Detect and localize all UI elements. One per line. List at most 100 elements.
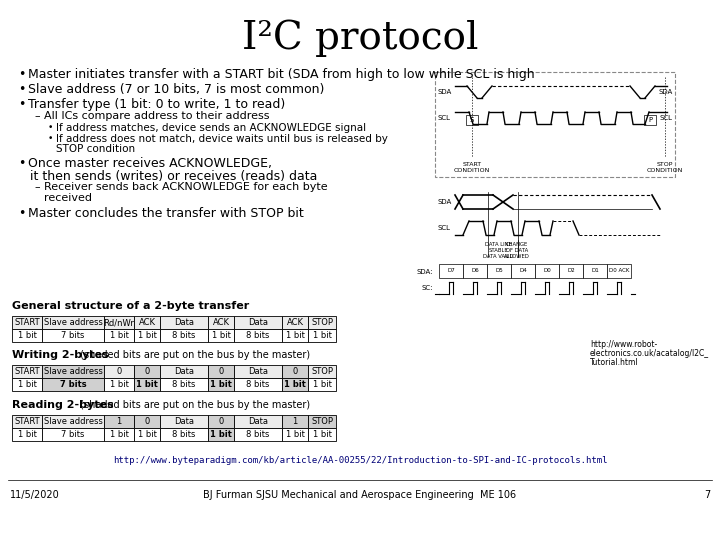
Text: Data: Data [248,318,268,327]
Bar [559,264,583,278]
Bar [160,378,208,391]
Bar [535,264,559,278]
Bar [134,329,160,342]
Text: 0: 0 [145,417,150,426]
Text: Slave address: Slave address [44,318,102,327]
Text: (shaded bits are put on the bus by the master): (shaded bits are put on the bus by the m… [77,400,310,410]
Text: START: START [14,417,40,426]
Bar [208,316,234,329]
Text: 1 bit: 1 bit [138,430,156,439]
Text: 1 bit: 1 bit [284,380,306,389]
Text: SDA:: SDA: [416,269,433,275]
Text: Data: Data [248,417,268,426]
Text: SCL: SCL [437,115,450,121]
Bar [104,329,134,342]
Bar [160,316,208,329]
Text: ACK: ACK [287,318,304,327]
Bar [234,378,282,391]
Text: I²C protocol: I²C protocol [242,19,478,57]
Bar [282,316,308,329]
Bar [607,264,631,278]
Text: D2: D2 [567,268,575,273]
Text: 1 bit: 1 bit [210,430,232,439]
Text: DATA LINE
STABLE
DATA VALID: DATA LINE STABLE DATA VALID [482,242,513,259]
Text: 8 bits: 8 bits [172,430,196,439]
Bar [160,415,208,428]
Bar [511,264,535,278]
Text: Slave address (7 or 10 bits, 7 is most common): Slave address (7 or 10 bits, 7 is most c… [28,83,325,96]
Text: 1: 1 [292,417,297,426]
Text: Data: Data [174,417,194,426]
Text: 1 bit: 1 bit [312,380,331,389]
Bar [282,428,308,441]
Text: Transfer type (1 bit: 0 to write, 1 to read): Transfer type (1 bit: 0 to write, 1 to r… [28,98,285,111]
Text: 0: 0 [292,367,297,376]
Text: Master concludes the transfer with STOP bit: Master concludes the transfer with STOP … [28,207,304,220]
Text: •: • [18,68,25,81]
Bar [466,115,478,125]
Text: •: • [48,134,53,143]
Text: •: • [18,98,25,111]
Text: 8 bits: 8 bits [172,380,196,389]
Bar [12,329,42,342]
Text: 0: 0 [218,417,224,426]
Text: received: received [44,193,92,203]
Text: CHANGE
OF DATA
ALLOWED: CHANGE OF DATA ALLOWED [504,242,530,259]
Text: •: • [48,123,53,132]
Text: http://www.byteparadigm.com/kb/article/AA-00255/22/Introduction-to-SPI-and-IC-pr: http://www.byteparadigm.com/kb/article/A… [113,456,607,465]
Text: STOP: STOP [311,367,333,376]
Text: Data: Data [174,367,194,376]
Bar [487,264,511,278]
Text: SDA: SDA [437,199,451,205]
Text: Tutorial.html: Tutorial.html [590,358,639,367]
Bar [644,115,656,125]
Text: STOP: STOP [311,417,333,426]
Text: 0: 0 [218,367,224,376]
Bar [208,428,234,441]
Text: D1: D1 [591,268,599,273]
Bar [12,365,42,378]
Text: •: • [18,157,25,170]
Text: 1 bit: 1 bit [17,380,37,389]
Bar [42,378,104,391]
Bar [104,415,134,428]
Text: Slave address: Slave address [44,367,102,376]
Text: 7: 7 [703,490,710,500]
Bar [42,415,104,428]
Bar [104,378,134,391]
Text: If address matches, device sends an ACKNOWLEDGE signal: If address matches, device sends an ACKN… [56,123,366,133]
Bar [308,378,336,391]
Bar [134,365,160,378]
Bar [208,378,234,391]
Text: 11/5/2020: 11/5/2020 [10,490,60,500]
Bar [234,316,282,329]
Text: Reading 2-bytes: Reading 2-bytes [12,400,114,410]
Bar [160,329,208,342]
Text: 1 bit: 1 bit [109,380,128,389]
Text: SCL: SCL [437,225,450,231]
Bar [435,72,675,177]
Text: All ICs compare address to their address: All ICs compare address to their address [44,111,269,121]
Bar [104,316,134,329]
Bar [134,378,160,391]
Text: electronics.co.uk/acatalog/I2C_: electronics.co.uk/acatalog/I2C_ [590,349,709,358]
Text: D7: D7 [447,268,455,273]
Text: 7 bits: 7 bits [61,331,85,340]
Text: •: • [18,83,25,96]
Text: 0: 0 [145,367,150,376]
Text: STOP
CONDITION: STOP CONDITION [647,162,683,173]
Text: (shaded bits are put on the bus by the master): (shaded bits are put on the bus by the m… [77,350,310,360]
Text: 1 bit: 1 bit [312,331,331,340]
Bar [208,365,234,378]
Bar [12,378,42,391]
Bar [282,415,308,428]
Text: it then sends (writes) or receives (reads) data: it then sends (writes) or receives (read… [30,170,318,183]
Bar [208,329,234,342]
Text: Master initiates transfer with a START bit (SDA from high to low while SCL is hi: Master initiates transfer with a START b… [28,68,535,81]
Bar [42,428,104,441]
Bar [282,329,308,342]
Text: If address does not match, device waits until bus is released by: If address does not match, device waits … [56,134,388,144]
Bar [42,329,104,342]
Bar [234,428,282,441]
Bar [308,329,336,342]
